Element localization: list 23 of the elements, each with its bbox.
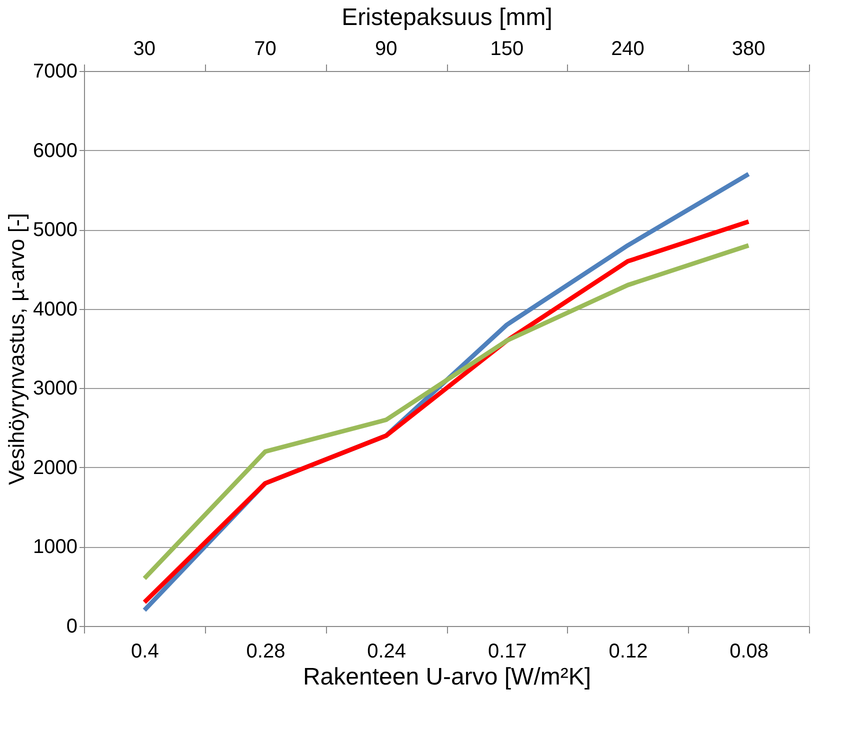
y-tick-label: 1000	[33, 536, 78, 558]
y-tick-label: 2000	[33, 456, 78, 479]
y-tick-label: 0	[66, 616, 78, 638]
x-tick-label: 0.08	[730, 640, 769, 662]
x-axis-title: Rakenteen U-arvo [W/m²K]	[302, 664, 592, 690]
text: 30	[133, 38, 156, 60]
x-tick-label: 0.12	[608, 640, 648, 662]
y-tick-label: 4000	[33, 298, 78, 320]
text: 150	[490, 38, 524, 60]
y-tick-label: 5000	[33, 219, 78, 242]
y-axis-title: Vesihöyrynvastus, µ-arvo [-]	[4, 213, 30, 485]
text: 240	[611, 38, 644, 60]
text: 90	[374, 38, 398, 60]
text: 380	[732, 38, 766, 60]
x-tick-label: 0.17	[488, 640, 527, 662]
text: 70	[254, 38, 276, 60]
y-tick-label: 3000	[33, 378, 78, 400]
y-tick-label: 6000	[33, 140, 78, 162]
x-tick-label: 0.4	[131, 640, 159, 662]
x-tick-label: 0.28	[246, 640, 286, 662]
x2-axis-title: Eristepaksuus [mm]	[342, 4, 552, 31]
x-tick-label: 0.24	[367, 640, 406, 662]
y-tick-label: 7000	[33, 60, 78, 82]
